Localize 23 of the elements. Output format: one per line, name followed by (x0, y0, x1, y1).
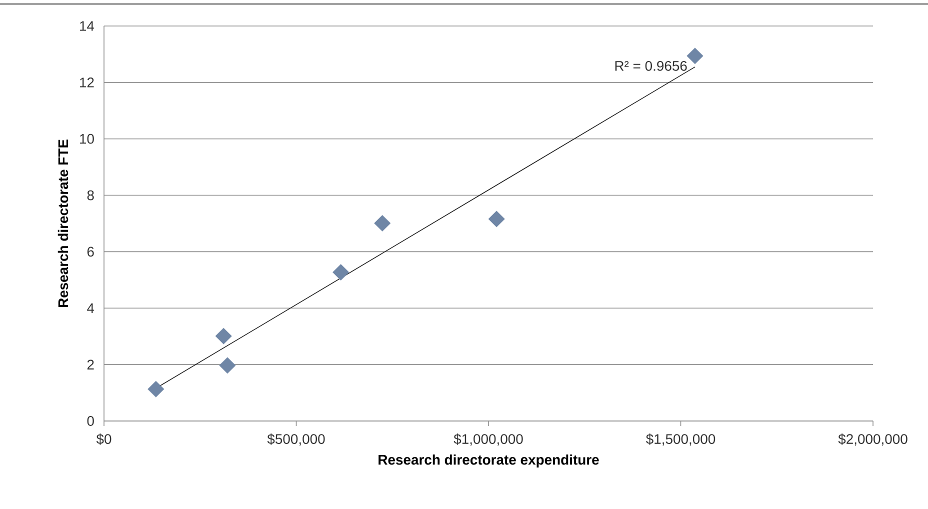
y-tick-label: 2 (87, 360, 94, 370)
point (148, 380, 164, 398)
point (374, 215, 391, 232)
y-tick-label: 14 (80, 21, 94, 31)
point (686, 48, 704, 64)
point (219, 357, 236, 374)
x-tick-label: $500,000 (267, 434, 325, 446)
x-tick-label: $2,000,000 (838, 434, 908, 446)
y-tick-label: 0 (87, 416, 94, 426)
y-tick-label: 8 (87, 190, 94, 200)
x-tick-label: $0 (96, 434, 112, 445)
point (332, 264, 350, 281)
y-tick-label: 6 (87, 246, 94, 257)
y-tick-label: 4 (87, 303, 94, 313)
x-tick-label: $1,500,000 (646, 434, 716, 446)
x-tick-label: $1,000,000 (454, 434, 523, 446)
y-tick-label: 12 (80, 78, 94, 88)
annotation: R² = 0.9656 (615, 60, 687, 71)
x-axis-title: Research directorate expenditure (378, 454, 599, 468)
point (215, 328, 232, 344)
y-axis-title: Research directorate FTE (58, 140, 68, 308)
y-tick-label: 10 (80, 134, 94, 144)
point (488, 210, 505, 228)
